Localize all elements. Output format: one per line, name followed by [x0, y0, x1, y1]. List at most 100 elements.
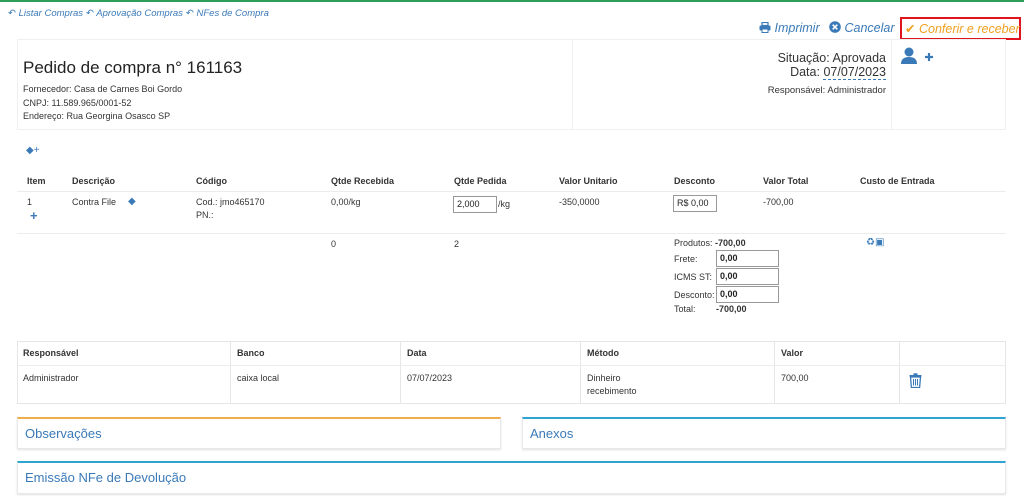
icms-input[interactable]: 0,00: [716, 268, 779, 285]
items-header-code: Código: [196, 176, 227, 186]
nav-approval-link[interactable]: ↶ Aprovação Compras: [86, 8, 183, 19]
items-header-item: Item: [27, 176, 46, 186]
nav-nfe-link[interactable]: ↶ NFes de Compra: [186, 8, 269, 19]
item-description: Contra File: [72, 197, 117, 207]
products-label: Produtos:: [674, 238, 713, 248]
payment-method-detail: recebimento: [587, 386, 637, 396]
confirm-receive-label: Conferir e receber: [918, 22, 1020, 36]
payments-col-divider: [774, 341, 775, 404]
tag-icon[interactable]: ◆: [128, 196, 136, 207]
nav-approval-label: Aprovação Compras: [96, 8, 183, 19]
divider: [17, 233, 1006, 234]
expand-item-plus-icon[interactable]: +: [30, 208, 38, 223]
return-nfe-title: Emissão NFe de Devolução: [25, 470, 187, 485]
items-header-total: Valor Total: [763, 176, 809, 186]
payments-col-divider: [899, 341, 900, 404]
observations-panel[interactable]: Observações: [17, 417, 501, 449]
status-label: Situação:: [777, 51, 830, 65]
trash-icon: [909, 373, 922, 389]
breadcrumb: ↶ Listar Compras ↶ Aprovação Compras ↶ N…: [8, 8, 269, 19]
payments-table: [17, 341, 1006, 404]
cancel-button[interactable]: Cancelar: [829, 21, 895, 35]
divider: [17, 365, 1006, 366]
payments-header-method: Método: [587, 348, 619, 358]
responsible-text: Responsável: Administrador: [767, 85, 886, 96]
payments-header-responsible: Responsável: [23, 348, 79, 358]
ordered-unit: /kg: [498, 199, 511, 209]
add-user-button[interactable]: [901, 47, 937, 67]
total-received: 0: [331, 239, 337, 249]
products-total-line: Produtos: -700,00: [674, 238, 746, 248]
items-header-description: Descrição: [72, 176, 116, 186]
item-unit-value: -350,0000: [559, 197, 600, 207]
payment-method: Dinheiro: [587, 373, 621, 383]
payments-header-value: Valor: [781, 348, 804, 358]
payments-col-divider: [400, 341, 401, 404]
ordered-qty-input[interactable]: 2,000: [453, 196, 497, 213]
freight-label: Frete:: [674, 254, 698, 264]
confirm-receive-button[interactable]: ✔ Conferir e receber: [905, 21, 1020, 36]
freight-input[interactable]: 0,00: [716, 250, 779, 267]
observations-title: Observações: [25, 426, 102, 441]
item-number: 1: [27, 197, 33, 207]
grand-total-label: Total:: [674, 304, 696, 314]
payments-col-divider: [230, 341, 231, 404]
check-icon: ✔: [905, 22, 916, 36]
payment-date: 07/07/2023: [407, 373, 453, 383]
item-total: -700,00: [763, 197, 794, 207]
items-header-received: Qtde Recebida: [331, 176, 395, 186]
times-circle-icon: [829, 21, 841, 33]
divider: [17, 191, 1006, 192]
nav-nfe-label: NFes de Compra: [196, 8, 269, 19]
items-header-discount: Desconto: [674, 176, 716, 186]
add-tag-button[interactable]: ◆+: [26, 145, 40, 156]
cnpj-text: CNPJ: 11.589.965/0001-52: [23, 98, 132, 108]
nav-list-purchases-link[interactable]: ↶ Listar Compras: [8, 8, 83, 19]
date-label: Data:: [790, 65, 820, 79]
recycle-money-icon[interactable]: ♻▣: [866, 237, 885, 248]
discount-input[interactable]: R$ 0,00: [673, 195, 717, 212]
order-header-box: [17, 39, 1006, 130]
discount-total-label: Desconto:: [674, 290, 715, 300]
user-plus-icon: [901, 47, 933, 64]
top-accent-line: [0, 0, 1024, 2]
products-value: -700,00: [715, 238, 746, 248]
grand-total-line: Total: -700,00: [674, 304, 747, 314]
header-divider: [572, 39, 573, 130]
print-icon: [759, 21, 771, 33]
reply-icon: ↶: [86, 8, 94, 19]
tag-icon: ◆: [26, 145, 34, 156]
payment-value: 700,00: [781, 373, 809, 383]
order-title: Pedido de compra n° 161163: [23, 58, 243, 77]
items-header-unit-value: Valor Unitario: [559, 176, 618, 186]
payments-col-divider: [580, 341, 581, 404]
attachments-panel[interactable]: Anexos: [522, 417, 1006, 449]
items-header-entry-cost: Custo de Entrada: [860, 176, 935, 186]
reply-icon: ↶: [8, 8, 16, 19]
item-received: 0,00/kg: [331, 197, 361, 207]
date-line: Data: 07/07/2023: [790, 65, 886, 80]
payment-responsible: Administrador: [23, 373, 79, 383]
address-text: Endereço: Rua Georgina Osasco SP: [23, 111, 171, 121]
item-pn: PN.:: [196, 210, 214, 220]
delete-payment-button[interactable]: [909, 373, 922, 390]
print-button[interactable]: Imprimir: [759, 21, 820, 35]
total-ordered: 2: [454, 239, 460, 249]
return-nfe-panel[interactable]: Emissão NFe de Devolução: [17, 461, 1006, 494]
attachments-title: Anexos: [530, 426, 574, 441]
item-code: Cod.: jmo465170: [196, 197, 265, 207]
nav-list-purchases-label: Listar Compras: [18, 8, 84, 19]
status-value: Aprovada: [832, 51, 886, 65]
icms-label: ICMS ST:: [674, 272, 713, 282]
reply-icon: ↶: [185, 8, 194, 19]
grand-total-value: -700,00: [716, 304, 747, 314]
payments-header-date: Data: [407, 348, 427, 358]
date-value[interactable]: 07/07/2023: [823, 65, 886, 80]
supplier-text: Fornecedor: Casa de Carnes Boi Gordo: [23, 84, 183, 94]
items-header-ordered: Qtde Pedida: [454, 176, 507, 186]
status-line: Situação: Aprovada: [778, 51, 886, 65]
cancel-label: Cancelar: [844, 21, 895, 35]
print-label: Imprimir: [774, 21, 820, 35]
discount-total-input[interactable]: 0,00: [716, 286, 779, 303]
payment-bank: caixa local: [237, 373, 280, 383]
